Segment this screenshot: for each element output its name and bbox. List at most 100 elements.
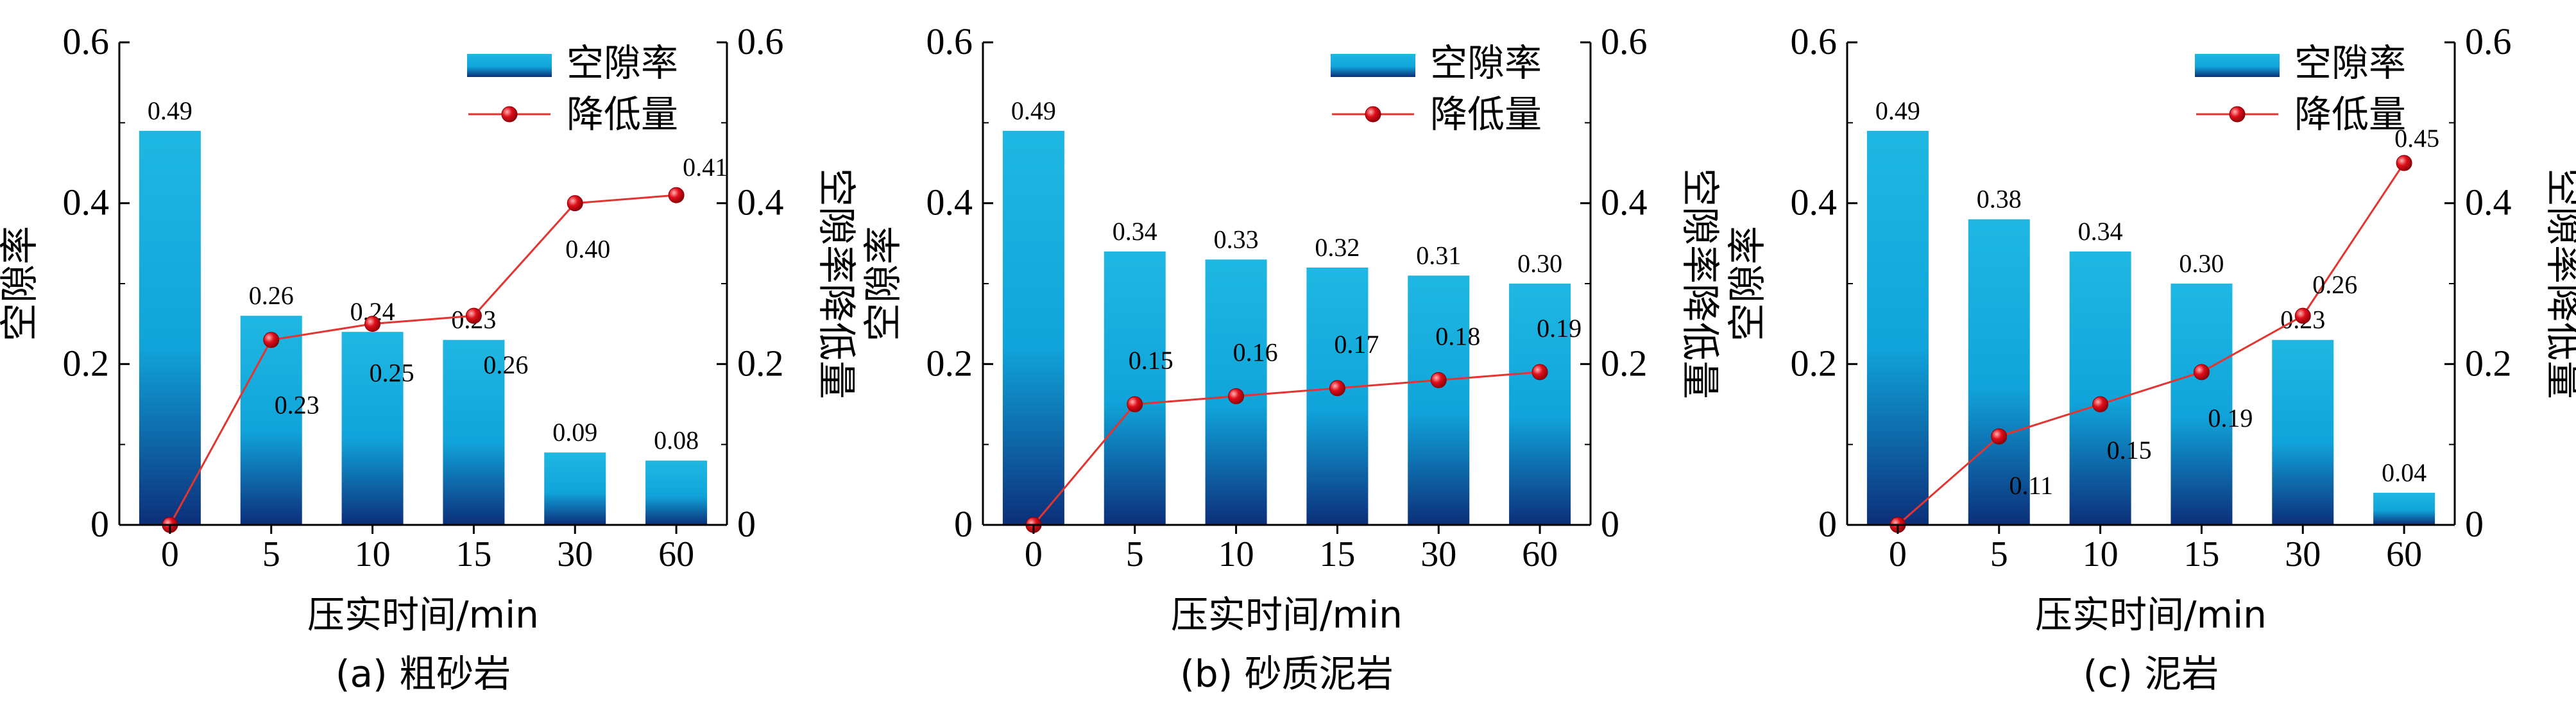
panel-caption: (a) 粗砂岩 (336, 652, 511, 696)
x-tick-label: 30 (1420, 535, 1456, 574)
x-tick-label: 60 (658, 535, 694, 574)
line-point-30 (2294, 307, 2311, 324)
x-tick-label: 15 (456, 535, 491, 574)
y-tick-label: 0.6 (63, 21, 110, 62)
legend-swatch-bar (467, 54, 552, 77)
line-point-10 (2092, 396, 2109, 413)
bar-value-label: 0.33 (1214, 225, 1259, 253)
line-point-60 (668, 187, 685, 203)
x-tick-label: 5 (1990, 535, 2008, 574)
bar-value-label: 0.49 (1011, 96, 1056, 125)
bar-value-label: 0.31 (1416, 241, 1461, 270)
line-reduction (1032, 371, 1540, 526)
chart-panel-2: 0.49 0.34 0.33 0.32 0.31 0.30 0.15 0.16 0.17 0.18… (861, 21, 1722, 696)
y-axis-label: 空隙率 (0, 226, 42, 341)
line-point-5 (1991, 428, 2008, 445)
legend-swatch-bar (2195, 54, 2280, 77)
line-value-label: 0.19 (1537, 314, 1582, 343)
line-reduction (169, 194, 677, 526)
y2-tick-label: 0 (2465, 503, 2484, 545)
panel-caption: (c) 泥岩 (2083, 652, 2219, 696)
bar-0 (139, 130, 201, 525)
legend-label-bar: 空隙率 (2294, 41, 2406, 85)
line-value-label: 0.19 (2208, 404, 2253, 432)
x-tick-label: 10 (355, 535, 391, 574)
x-axis-label: 压实时间/min (1171, 593, 1403, 637)
line-point-30 (1430, 372, 1447, 388)
line-value-label: 0.15 (2107, 436, 2152, 465)
y2-tick-label: 0 (737, 503, 756, 545)
x-tick-label: 15 (1319, 535, 1355, 574)
y-tick-label: 0.4 (926, 182, 973, 223)
bar-30 (544, 452, 606, 525)
bar-value-label: 0.08 (654, 426, 699, 455)
chart-panel-3: 0.490.380.340.300.230.040.110.150.190.26… (1725, 21, 2576, 696)
legend-marker (1365, 106, 1381, 123)
y2-tick-label: 0.4 (2465, 182, 2512, 223)
bar-value-label: 0.26 (249, 281, 294, 310)
line-value-label: 0.17 (1334, 330, 1379, 359)
line-value-label: 0.25 (370, 359, 414, 388)
bar-value-label: 0.09 (552, 418, 597, 447)
y-tick-label: 0 (954, 503, 973, 545)
x-tick-label: 30 (557, 535, 593, 574)
y2-tick-label: 0.2 (737, 342, 784, 384)
y2-tick-label: 0.6 (737, 21, 784, 62)
x-tick-label: 60 (2386, 535, 2422, 574)
x-tick-label: 60 (1522, 535, 1558, 574)
y-tick-label: 0.2 (1791, 342, 1838, 384)
x-tick-label: 0 (1889, 535, 1907, 574)
bar-value-label: 0.49 (1875, 96, 1920, 125)
x-tick-label: 10 (1218, 535, 1254, 574)
bar-15 (2171, 284, 2233, 525)
legend-marker (2229, 106, 2246, 123)
y2-tick-label: 0 (1601, 503, 1619, 545)
y-tick-label: 0.6 (926, 21, 973, 62)
bar-0 (1002, 130, 1064, 525)
line-point-5 (1127, 396, 1143, 413)
y2-tick-label: 0.2 (2465, 342, 2512, 384)
bar-value-label: 0.38 (1977, 185, 2022, 214)
bar-0 (1866, 130, 1929, 525)
x-tick-label: 5 (1126, 535, 1144, 574)
y2-tick-label: 0.2 (1601, 342, 1648, 384)
bar-value-label: 0.30 (1517, 249, 1562, 278)
y2-axis-label: 空隙率降低量 (1677, 168, 1722, 399)
y-tick-label: 0.4 (63, 182, 110, 223)
legend-label-line: 降低量 (1430, 92, 1542, 136)
x-tick-label: 15 (2183, 535, 2219, 574)
line-point-60 (2396, 155, 2412, 171)
legend-label-line: 降低量 (2294, 92, 2406, 136)
line-point-15 (2193, 364, 2210, 381)
y-axis-label: 空隙率 (861, 226, 906, 341)
bar-10 (341, 332, 404, 525)
line-point-60 (1531, 364, 1548, 381)
legend-marker (501, 106, 518, 123)
legend-label-bar: 空隙率 (1430, 41, 1542, 85)
y2-tick-label: 0.4 (737, 182, 784, 223)
y-tick-label: 0.4 (1791, 182, 1838, 223)
line-value-label: 0.45 (2394, 124, 2439, 153)
y2-tick-label: 0.6 (2465, 21, 2512, 62)
y-axis-label: 空隙率 (1725, 226, 1770, 341)
bar-5 (240, 316, 302, 525)
x-tick-label: 30 (2285, 535, 2321, 574)
y2-axis-label: 空隙率降低量 (2541, 168, 2576, 399)
x-tick-label: 0 (161, 535, 179, 574)
line-value-label: 0.11 (2009, 471, 2053, 500)
line-point-5 (263, 332, 280, 348)
line-value-label: 0.26 (483, 350, 528, 379)
bar-value-label: 0.34 (1113, 217, 1157, 246)
y-tick-label: 0 (1818, 503, 1837, 545)
x-axis-label: 压实时间/min (307, 593, 539, 637)
x-axis-label: 压实时间/min (2035, 593, 2267, 637)
x-tick-label: 10 (2083, 535, 2119, 574)
line-value-label: 0.16 (1233, 338, 1278, 366)
line-value-label: 0.41 (683, 153, 728, 182)
line-point-10 (364, 316, 381, 332)
legend-swatch-bar (1331, 54, 1415, 77)
y-tick-label: 0.2 (63, 342, 110, 384)
bar-10 (2069, 251, 2131, 525)
bar-60 (1509, 284, 1571, 525)
